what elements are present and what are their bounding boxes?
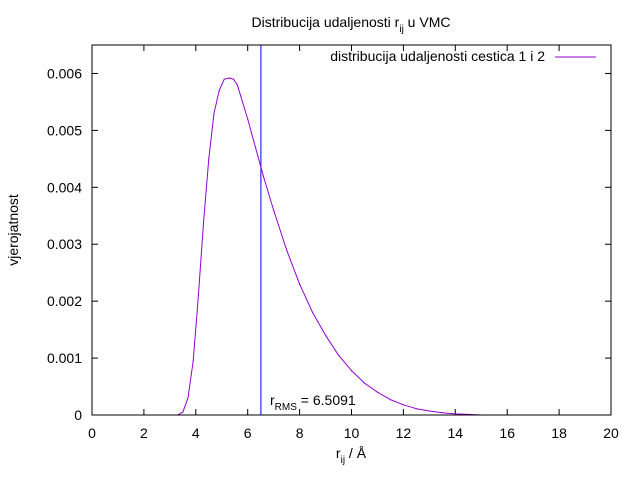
data-point	[218, 89, 220, 92]
x-tick-label: 4	[192, 425, 200, 441]
y-tick-label: 0.006	[47, 65, 82, 81]
data-point	[389, 399, 392, 401]
data-point	[350, 370, 353, 372]
legend-label: distribucija udaljenosti cestica 1 i 2	[330, 48, 545, 64]
x-tick-label: 10	[344, 425, 360, 441]
data-point	[262, 175, 264, 177]
x-tick-label: 14	[448, 425, 464, 441]
y-tick-label: 0.002	[47, 293, 82, 309]
x-axis-label-main: r	[336, 445, 341, 461]
data-point	[428, 410, 430, 412]
data-point	[247, 118, 249, 120]
data-point	[241, 101, 244, 103]
data-point	[228, 77, 231, 79]
data-point	[213, 112, 215, 114]
plot-frame	[91, 44, 612, 416]
data-point	[324, 334, 327, 336]
data-point	[402, 404, 404, 406]
data-point	[441, 412, 443, 414]
y-tick-label: 0.004	[47, 179, 82, 195]
data-point	[273, 209, 275, 211]
plot-layer	[177, 45, 482, 416]
data-point	[208, 158, 210, 160]
rms-annotation: rRMS = 6.5091	[270, 392, 356, 413]
x-tick-label: 0	[88, 425, 96, 441]
y-tick-label: 0	[74, 407, 82, 423]
data-point	[202, 220, 205, 223]
x-tick-label: 2	[140, 425, 148, 441]
x-tick-label: 12	[396, 425, 412, 441]
y-axis-label: vjerojatnost	[5, 194, 21, 266]
data-point	[337, 354, 340, 356]
rms-annotation-tail: = 6.5091	[297, 392, 356, 408]
chart-title-main: Distribucija udaljenosti r	[252, 14, 400, 30]
data-point	[311, 311, 314, 314]
y-tick-label: 0.005	[47, 122, 82, 138]
axis-ticks: 0 2 4 6 8 10 12 14 16 18 20 0 0.001 0.002 0.003 0.004 0.…	[47, 45, 619, 441]
y-tick-label: 0.003	[47, 236, 82, 252]
data-point	[182, 411, 184, 413]
data-point	[236, 84, 238, 86]
rms-annotation-sub: RMS	[275, 402, 298, 413]
data-point	[254, 146, 257, 149]
y-tick-label: 0.001	[47, 350, 82, 366]
data-point	[197, 294, 199, 297]
data-point	[187, 397, 189, 399]
x-tick-label: 6	[244, 425, 252, 441]
data-point	[286, 249, 288, 251]
data-point	[363, 382, 366, 384]
chart-title-sub: ij	[399, 24, 403, 35]
x-axis-label-sub: ij	[341, 455, 345, 466]
data-point	[415, 408, 417, 410]
data-point	[232, 78, 235, 80]
x-axis-label-tail: / Å	[345, 445, 367, 461]
data-point	[454, 413, 456, 415]
x-axis-label: rij / Å	[336, 445, 367, 466]
data-point	[376, 391, 379, 393]
data-point	[223, 78, 225, 80]
x-tick-label: 16	[499, 425, 515, 441]
chart-title-tail: u VMC	[404, 14, 451, 30]
x-tick-label: 18	[551, 425, 567, 441]
x-tick-label: 8	[296, 425, 304, 441]
x-tick-label: 20	[603, 425, 619, 441]
data-point	[192, 360, 194, 362]
series-line-0	[177, 77, 482, 416]
data-point	[299, 283, 301, 285]
chart-title: Distribucija udaljenosti rij u VMC	[252, 14, 451, 35]
rms-annotation-main: r	[270, 392, 275, 408]
